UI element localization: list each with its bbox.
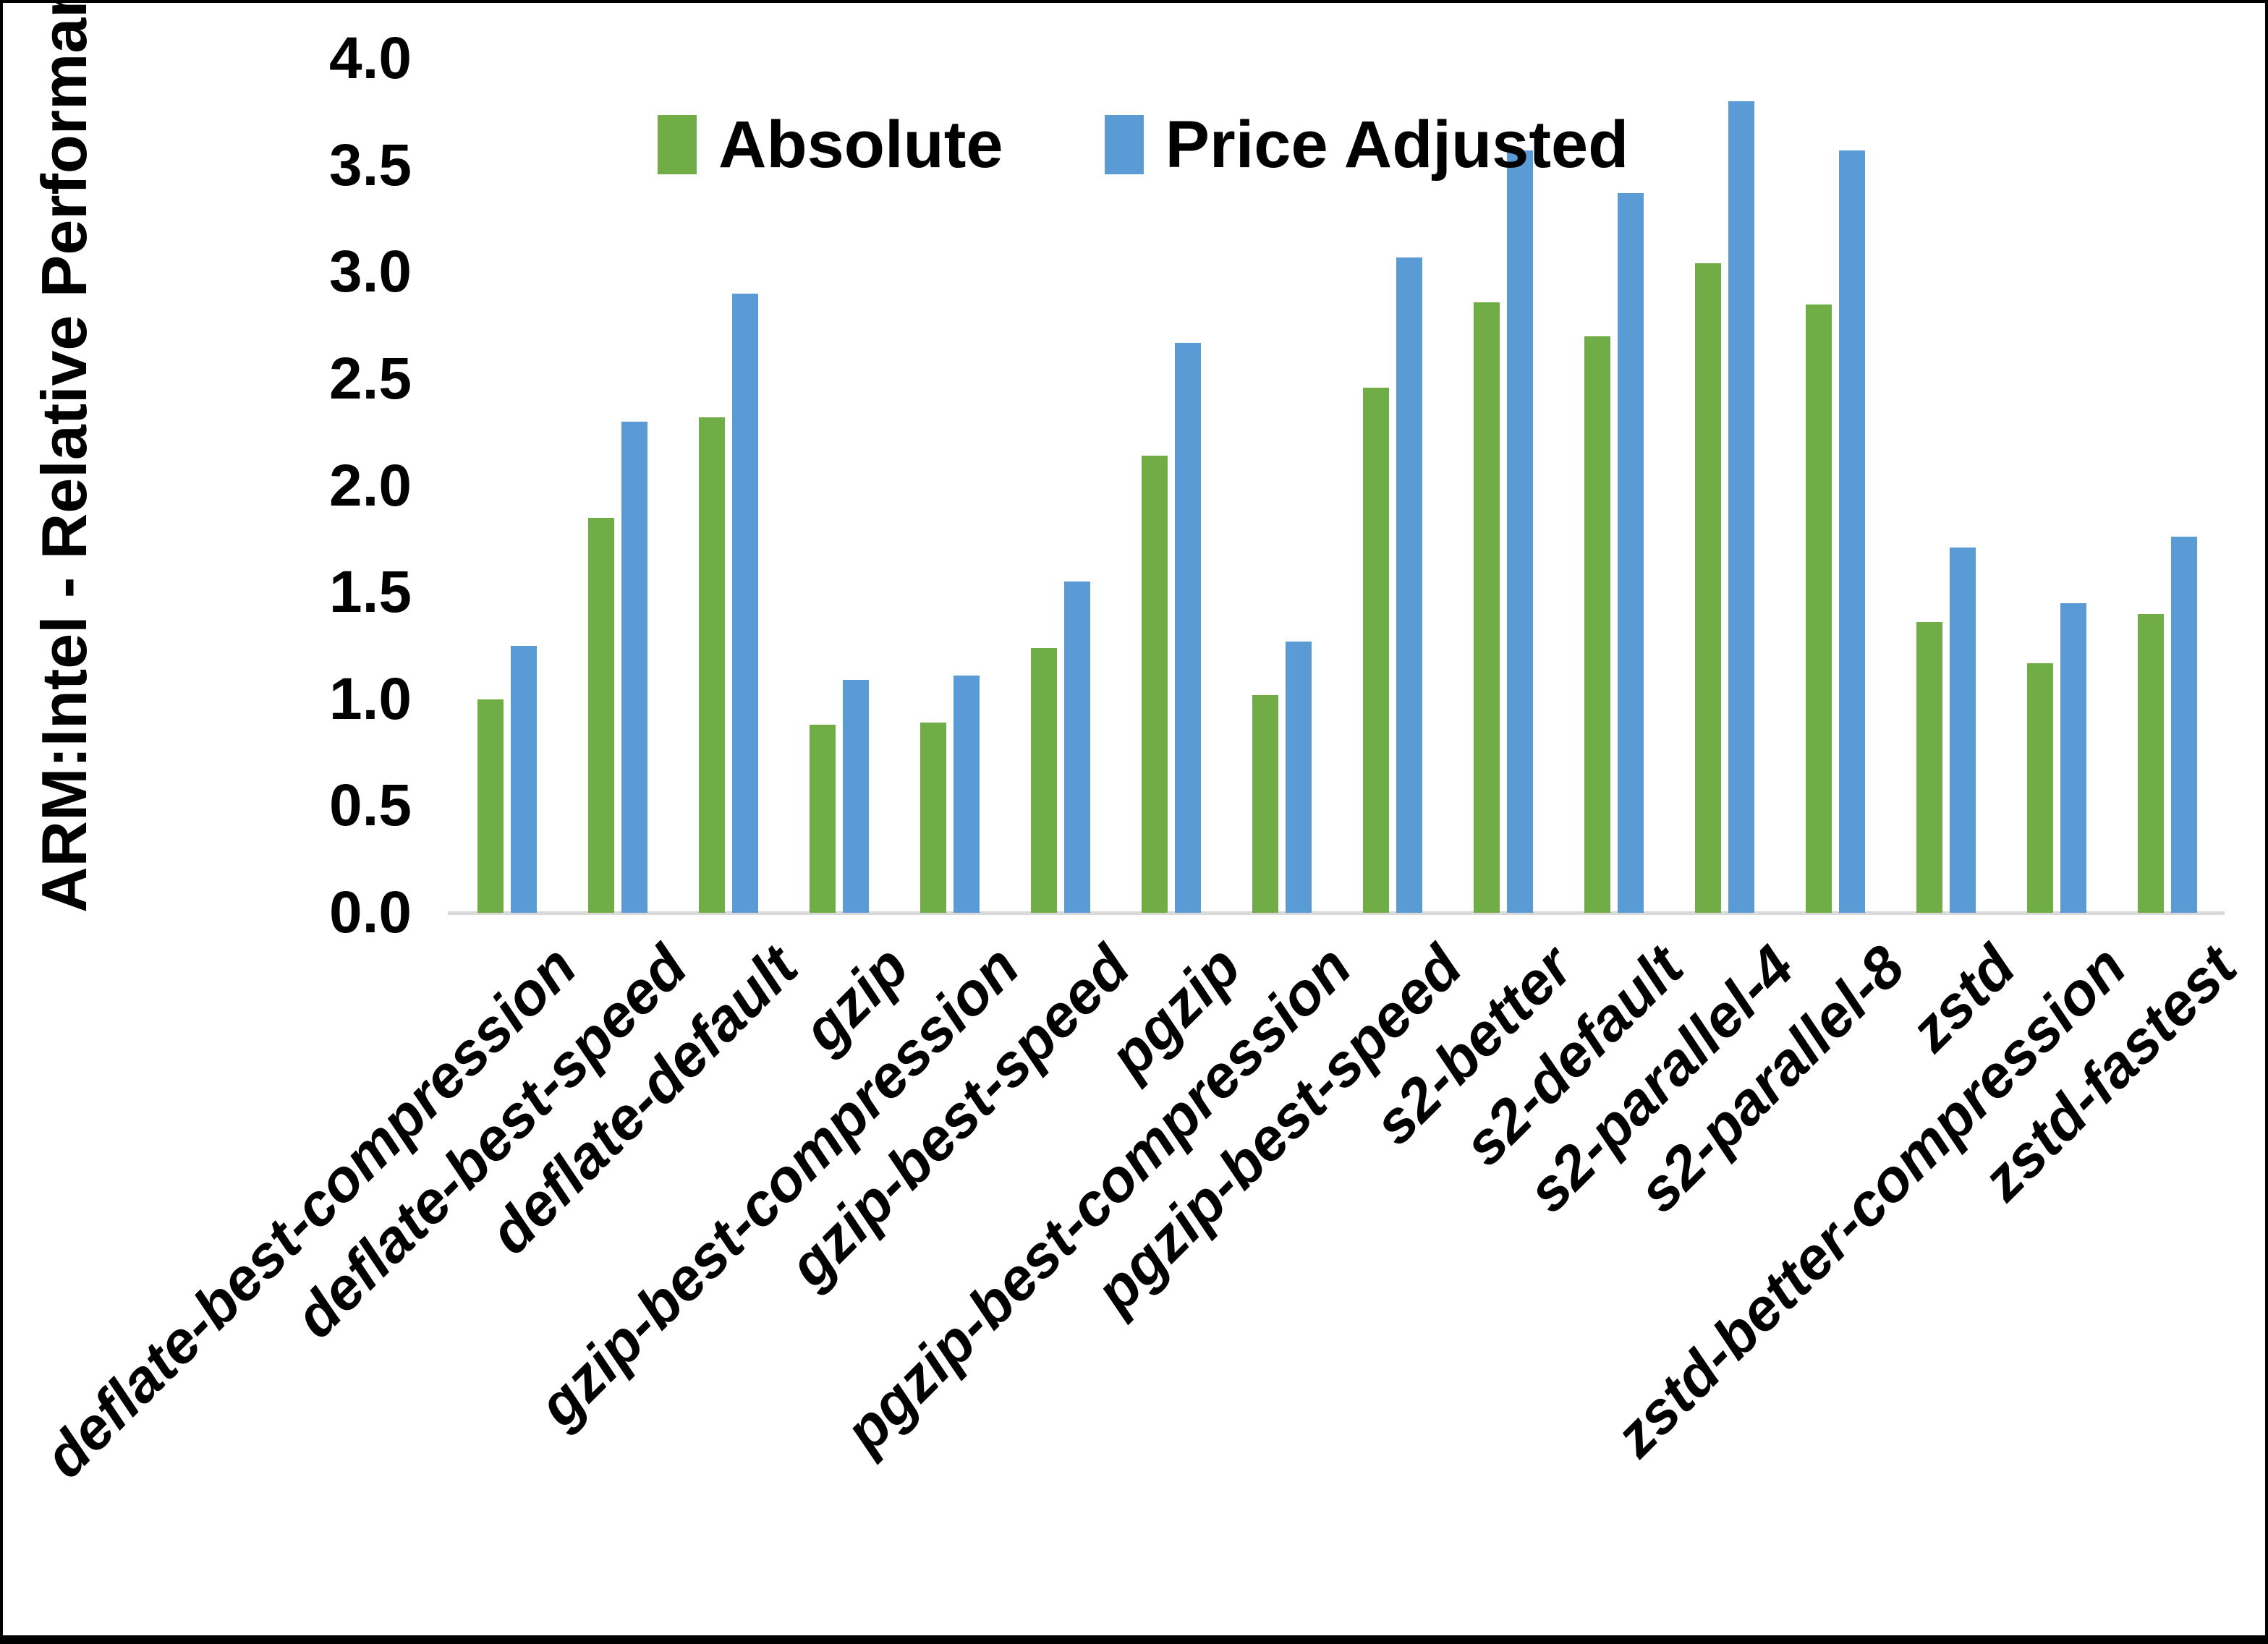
bar-price-adjusted-gzip-best-compression [953,676,980,913]
bar-price-adjusted-zstd [1949,548,1976,913]
y-tick-label: 0.5 [329,772,412,839]
bar-absolute-s2-parallel-4 [1694,263,1721,913]
legend-label: Absolute [718,108,1003,182]
bar-absolute-s2-better [1473,302,1500,913]
legend-label: Price Adjusted [1165,108,1629,182]
bar-absolute-deflate-best-compression [477,699,504,913]
bar-absolute-deflate-best-speed [587,517,614,913]
bar-group-s2-parallel-8 [1780,59,1890,913]
y-tick-label: 1.0 [329,665,412,732]
bar-absolute-zstd [1916,622,1942,913]
bar-price-adjusted-deflate-best-compression [510,645,537,913]
legend-swatch-price-adjusted [1104,115,1144,174]
bar-group-s2-default [1558,59,1669,913]
bar-group-deflate-best-compression [451,59,562,913]
bar-price-adjusted-deflate-best-speed [621,421,647,913]
bar-group-deflate-default [673,59,783,913]
bar-absolute-gzip [809,725,836,913]
bar-group-zstd-fastest [2112,59,2222,913]
bar-absolute-zstd-better-compression [2026,663,2053,913]
legend-swatch-absolute [658,115,697,174]
y-axis-title: ARM:Intel - Relative Performance [28,0,100,913]
bar-price-adjusted-gzip [842,680,869,913]
legend: Absolute Price Adjusted [658,111,1628,178]
bar-absolute-pgzip [1141,456,1168,913]
bar-group-zstd [1890,59,2001,913]
bar-absolute-pgzip-best-compression [1252,694,1278,913]
bar-absolute-gzip-best-compression [919,723,946,913]
bar-absolute-deflate-default [698,417,725,913]
y-tick-label: 2.0 [329,452,412,519]
y-tick-label: 0.0 [329,880,412,945]
bar-group-pgzip-best-speed [1337,59,1448,913]
y-tick-label: 3.0 [329,239,412,305]
bar-group-pgzip-best-compression [1226,59,1337,913]
plot-area [451,59,2222,913]
bar-absolute-s2-default [1584,336,1610,913]
y-tick-label: 3.5 [329,132,412,198]
bar-group-zstd-better-compression [2001,59,2112,913]
y-tick-label: 2.5 [329,345,412,412]
y-tick-label: 4.0 [329,25,412,91]
bar-group-s2-better [1448,59,1558,913]
bar-price-adjusted-pgzip-best-compression [1285,642,1312,913]
legend-item-price-adjusted: Price Adjusted [1104,108,1629,182]
bar-absolute-s2-parallel-8 [1805,304,1832,913]
bar-price-adjusted-zstd-better-compression [2060,602,2086,913]
y-tick-label: 1.5 [329,559,412,626]
bar-absolute-zstd-fastest [2137,613,2164,913]
bar-group-gzip-best-speed [1005,59,1116,913]
bar-absolute-gzip-best-speed [1030,647,1057,913]
bar-group-gzip [783,59,894,913]
bar-price-adjusted-pgzip-best-speed [1396,257,1422,913]
bar-price-adjusted-s2-parallel-4 [1728,101,1754,913]
bar-price-adjusted-pgzip [1174,342,1201,913]
x-axis-line [448,911,2225,915]
bar-group-gzip-best-compression [894,59,1005,913]
bar-price-adjusted-s2-parallel-8 [1838,150,1865,913]
legend-item-absolute: Absolute [658,111,1003,178]
bar-absolute-pgzip-best-speed [1362,387,1389,913]
bar-group-pgzip [1116,59,1226,913]
bar-group-s2-parallel-4 [1669,59,1780,913]
bar-price-adjusted-s2-better [1506,150,1533,913]
bar-group-deflate-best-speed [562,59,673,913]
bar-price-adjusted-deflate-default [731,293,758,913]
bar-price-adjusted-s2-default [1617,193,1644,913]
bar-price-adjusted-zstd-fastest [2170,537,2197,913]
bar-price-adjusted-gzip-best-speed [1063,582,1090,913]
